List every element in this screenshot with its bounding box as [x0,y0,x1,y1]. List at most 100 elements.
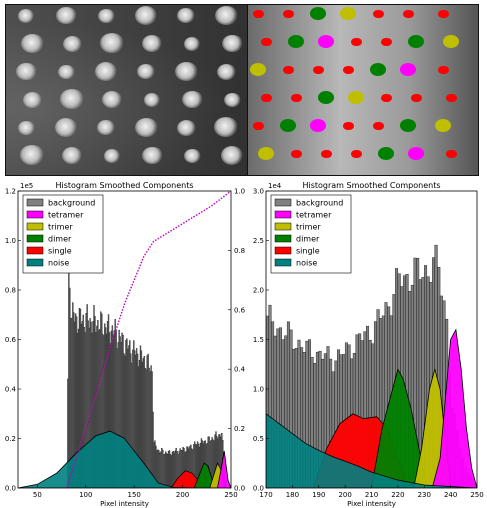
labeled-blob [250,63,266,76]
legend-swatch-background [26,198,44,207]
labeled-blob [437,9,449,19]
x-axis-label: Pixel intensity [347,500,396,508]
cell-blob [216,63,236,80]
cell-blob [144,93,160,107]
labeled-blob [410,93,422,103]
labeled-blob [370,63,386,76]
cell-blob [181,90,203,109]
y2-tick-label: 1.0 [234,188,245,196]
cell-blob [22,91,42,108]
x-tick-label: 230 [418,491,431,499]
labeled-blob [437,65,449,75]
labeled-blob [443,35,459,48]
x-tick-label: 210 [365,491,378,499]
cell-blob [104,149,120,163]
chart-1 [17,190,232,489]
legend-swatch-tetramer [274,210,292,219]
labeled-blob [260,37,272,47]
legend-label-background: background [296,199,343,208]
y-scale-label: 1e5 [20,182,33,190]
y-tick-label: 0.0 [253,485,264,493]
cell-blob [18,9,34,23]
labeled-blob [342,65,354,75]
labeled-blob [340,7,356,20]
cell-blob [20,33,44,54]
labeled-blob [400,119,416,132]
cell-blob [183,148,201,163]
y-tick-label: 0.0 [5,485,16,493]
labeled-blob [435,119,451,132]
cell-blob [20,145,44,166]
cell-blob [97,8,115,23]
y-tick-label: 0.4 [5,386,17,394]
cell-blob [184,37,200,51]
y-tick-label: 2.0 [253,287,264,295]
labeled-blob [310,119,326,132]
legend-swatch-single [26,246,44,255]
legend-swatch-background [274,198,292,207]
legend-swatch-noise [26,258,44,267]
x-tick-label: 220 [391,491,404,499]
cell-blob [55,118,77,137]
tetramer-area [431,328,477,488]
labeled-blob [282,9,294,19]
legend-label-noise: noise [296,259,317,268]
labeled-blob [350,149,362,159]
y-tick-label: 1.0 [253,386,264,394]
labeled-blob [400,63,416,76]
legend-label-dimer: dimer [48,235,72,244]
labeled-blob [350,37,362,47]
x-tick-label: 180 [286,491,299,499]
y2-tick-label: 0.4 [234,366,246,374]
cell-blob [60,89,84,110]
labeled-blob [380,93,392,103]
x-axis-label: Pixel intensity [100,500,149,508]
labeled-blob [348,91,364,104]
labeled-blob [252,121,264,131]
cell-blob [214,5,238,26]
x-tick-label: 200 [338,491,351,499]
x-tick-label: 170 [259,491,272,499]
y-tick-label: 0.5 [253,435,264,443]
labeled-blob [445,93,457,103]
cell-blob [134,117,158,138]
plot-area [266,244,477,488]
cell-blob [97,120,115,136]
legend-swatch-trimer [274,222,292,231]
cell-blob [176,119,196,136]
legend-label-background: background [48,199,95,208]
labeled-blob [342,121,354,131]
y-tick-label: 2.5 [253,237,264,245]
x-tick-label: 190 [312,491,325,499]
labeled-blob [402,9,414,19]
cell-blob [221,34,243,53]
legend-swatch-tetramer [26,210,44,219]
labeled-blob [282,65,294,75]
x-tick-label: 200 [176,491,189,499]
labeled-blob [372,121,384,131]
labeled-blob [252,9,264,19]
labeled-blob [408,35,424,48]
cell-blob [223,92,241,107]
plot-area [18,191,231,488]
y2-tick-label: 0.6 [234,306,246,314]
cell-blob [62,147,82,164]
grayscale-image [5,4,265,176]
labeled-blob [280,119,296,132]
segmented-image [247,4,479,176]
labeled-blob [318,35,334,48]
labeled-blob [408,147,424,160]
legend-label-single: single [48,247,72,256]
legend-swatch-dimer [274,234,292,243]
cell-blob [100,33,124,54]
cell-blob [221,146,243,165]
legend-label-trimer: trimer [296,223,321,232]
cell-blob [102,91,122,108]
y-scale-label: 1e4 [268,182,282,190]
labeled-blob [378,147,394,160]
y-tick-label: 1.2 [5,188,16,196]
labeled-blob [312,65,324,75]
cell-blob [17,120,35,135]
